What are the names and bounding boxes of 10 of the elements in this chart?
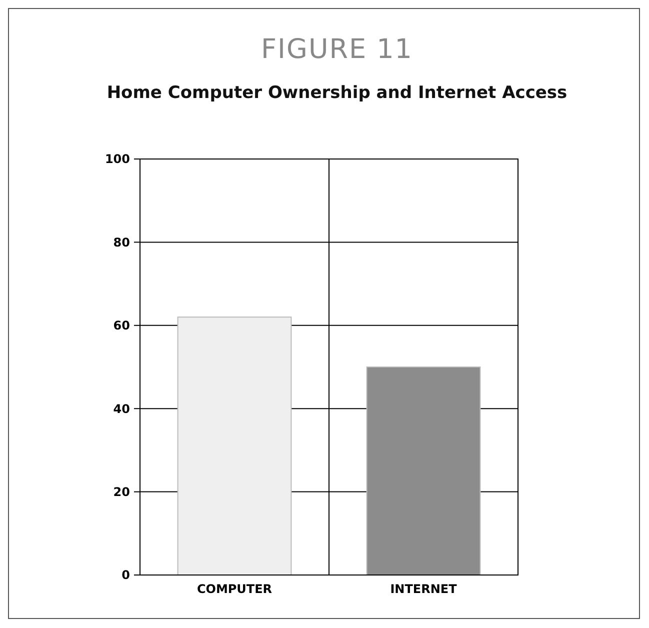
y-tick-label: 80 [113, 235, 130, 250]
y-tick-label: 20 [113, 485, 130, 499]
x-tick-label: INTERNET [390, 582, 458, 596]
y-tick-label: 60 [113, 318, 130, 333]
y-tick-label: 40 [113, 402, 130, 416]
y-tick-label: 100 [104, 152, 130, 166]
chart-title: FIGURE 11 [261, 34, 413, 65]
y-tick-label: 0 [122, 568, 130, 582]
x-tick-label: COMPUTER [196, 582, 272, 596]
chart-subtitle: Home Computer Ownership and Internet Access [106, 83, 568, 103]
